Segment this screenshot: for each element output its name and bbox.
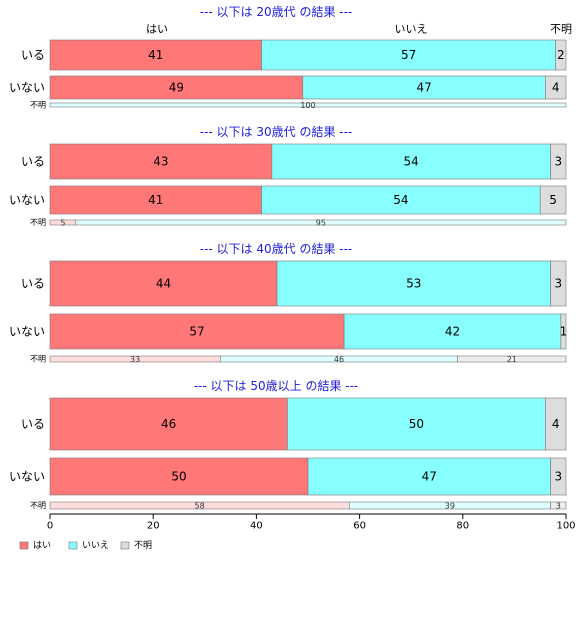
group-title: --- 以下は 50歳以上 の結果 --- xyxy=(194,379,359,393)
bar-segment xyxy=(261,39,556,71)
x-tick-label: 20 xyxy=(147,521,160,532)
x-tick-label: 100 xyxy=(556,521,575,532)
bar-segment xyxy=(49,260,278,307)
legend-swatch xyxy=(120,541,130,550)
column-label-0: はい xyxy=(146,23,168,36)
bar-value-label: 5 xyxy=(60,219,65,228)
bar-value-label: 49 xyxy=(169,81,184,95)
bar-value-label: 54 xyxy=(404,155,419,169)
x-tick-label: 40 xyxy=(250,521,263,532)
bar-segment xyxy=(550,457,567,496)
bar-value-label: 50 xyxy=(171,470,186,484)
bar-value-label: 43 xyxy=(153,155,168,169)
bar-value-label: 58 xyxy=(195,502,205,511)
column-label-2: 不明 xyxy=(550,23,572,36)
bar-value-label: 42 xyxy=(445,325,460,339)
bar-value-label: 41 xyxy=(148,193,163,207)
bar-value-label: 3 xyxy=(554,277,562,291)
row-label: いる xyxy=(21,417,45,431)
group-title: --- 以下は 20歳代 の結果 --- xyxy=(200,5,353,19)
legend-swatch xyxy=(19,541,29,550)
bar-segment xyxy=(545,397,567,451)
bar-segment xyxy=(49,39,262,71)
legend-label: 不明 xyxy=(134,540,152,551)
bar-value-label: 3 xyxy=(556,502,561,511)
bar-value-label: 5 xyxy=(549,193,557,207)
bar-value-label: 47 xyxy=(416,81,431,95)
bar-segment xyxy=(555,39,567,71)
row-label: 不明 xyxy=(30,218,46,227)
group-title: --- 以下は 40歳代 の結果 --- xyxy=(200,242,353,256)
bar-value-label: 50 xyxy=(409,417,424,431)
row-label: いる xyxy=(21,155,45,169)
bar-segment xyxy=(49,185,262,215)
bar-segment xyxy=(307,457,551,496)
bar-value-label: 46 xyxy=(334,355,344,364)
bar-segment xyxy=(545,75,567,100)
bar-segment xyxy=(49,397,288,451)
bar-value-label: 41 xyxy=(148,48,163,62)
bar-value-label: 3 xyxy=(554,155,562,169)
bar-value-label: 4 xyxy=(552,81,560,95)
bar-value-label: 44 xyxy=(156,277,171,291)
bar-segment xyxy=(49,313,345,350)
bar-segment xyxy=(343,313,562,350)
bar-value-label: 2 xyxy=(557,48,565,62)
legend-label: いいえ xyxy=(82,540,109,551)
bar-segment xyxy=(550,501,567,510)
bar-segment xyxy=(287,397,546,451)
bar-segment xyxy=(261,185,541,215)
bar-segment xyxy=(75,219,567,226)
bar-value-label: 3 xyxy=(554,470,562,484)
bar-value-label: 95 xyxy=(316,219,326,228)
bar-value-label: 21 xyxy=(507,355,517,364)
bar-value-label: 39 xyxy=(445,502,455,511)
bar-value-label: 46 xyxy=(161,417,176,431)
bar-segment xyxy=(49,102,567,108)
x-tick-label: 0 xyxy=(47,521,53,532)
row-label: いる xyxy=(21,48,45,62)
row-label: いる xyxy=(21,277,45,291)
bar-segment xyxy=(457,355,567,363)
legend-swatch xyxy=(68,541,78,550)
bar-value-label: 1 xyxy=(560,325,568,339)
group-title: --- 以下は 30歳代 の結果 --- xyxy=(200,125,353,139)
row-label: いない xyxy=(9,325,45,339)
row-label: いない xyxy=(9,81,45,95)
x-tick-label: 60 xyxy=(353,521,366,532)
row-label: 不明 xyxy=(30,501,46,510)
row-label: いない xyxy=(9,470,45,484)
bar-segment xyxy=(550,260,567,307)
row-label: いない xyxy=(9,193,45,207)
bar-segment xyxy=(539,185,567,215)
bar-segment xyxy=(560,313,567,350)
bar-value-label: 53 xyxy=(406,277,421,291)
row-label: 不明 xyxy=(30,355,46,364)
row-label: 不明 xyxy=(30,101,46,110)
bar-segment xyxy=(276,260,551,307)
bar-segment xyxy=(550,143,567,180)
bar-value-label: 57 xyxy=(401,48,416,62)
bar-value-label: 4 xyxy=(552,417,560,431)
bar-segment xyxy=(49,457,309,496)
bar-value-label: 47 xyxy=(422,470,437,484)
bar-value-label: 54 xyxy=(393,193,408,207)
bar-value-label: 57 xyxy=(189,325,204,339)
bar-value-label: 33 xyxy=(130,355,140,364)
bar-value-label: 100 xyxy=(300,101,315,110)
legend-label: はい xyxy=(33,540,51,551)
x-tick-label: 80 xyxy=(456,521,469,532)
column-label-1: いいえ xyxy=(395,23,428,36)
